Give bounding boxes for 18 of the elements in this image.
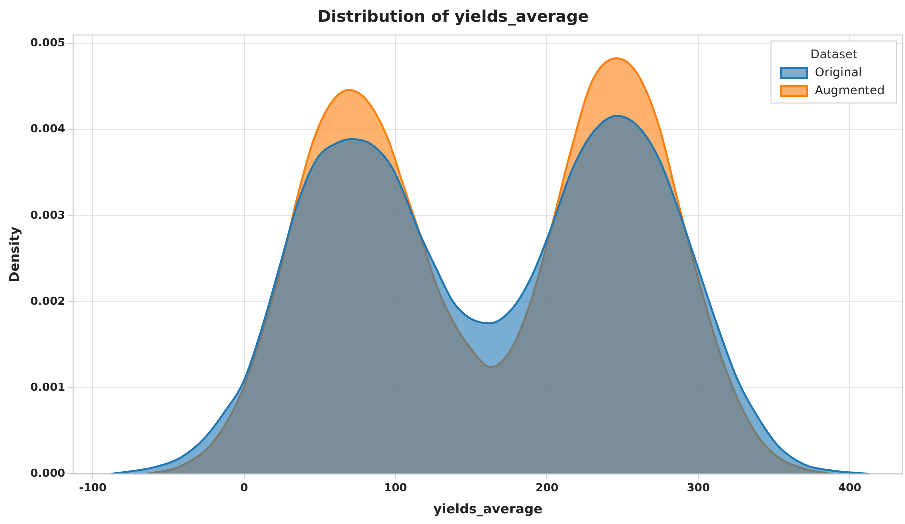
y-tick-label: 0.000: [30, 467, 66, 480]
y-tick-label: 0.005: [30, 36, 66, 50]
x-tick-label: 0: [240, 482, 249, 495]
chart-title: Distribution of yields_average: [318, 6, 590, 26]
x-tick-label: 400: [838, 482, 862, 495]
legend-label: Original: [815, 65, 862, 80]
x-axis-title: yields_average: [434, 502, 543, 518]
x-tick-label: 300: [687, 482, 710, 495]
x-tick-label: -100: [79, 482, 108, 495]
y-tick-label: 0.003: [30, 208, 66, 222]
y-axis-title: Density: [8, 226, 24, 283]
y-tick-label: 0.002: [30, 294, 66, 308]
y-tick-label: 0.004: [30, 122, 66, 136]
x-tick-label: 200: [536, 482, 560, 495]
legend-label: Augmented: [815, 83, 886, 98]
legend-title: Dataset: [810, 47, 858, 62]
y-tick-label: 0.001: [30, 380, 66, 394]
x-tick-label: 100: [384, 482, 408, 495]
